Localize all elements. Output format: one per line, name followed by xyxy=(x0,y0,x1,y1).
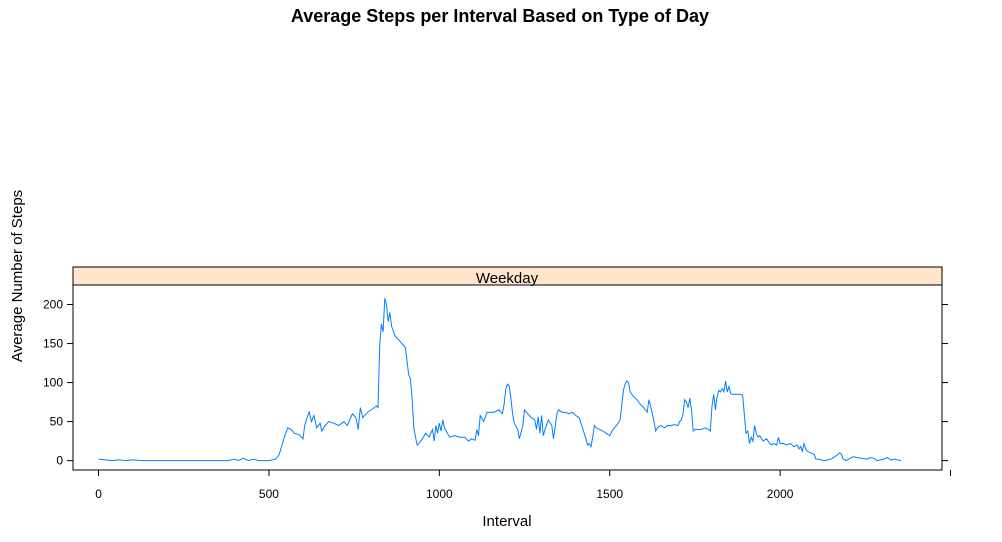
axis-ticks: 0 500 1000 1500 2000 0 50 100 150 200 xyxy=(43,298,952,501)
x-tick-label: 500 xyxy=(259,487,279,501)
x-tick-label: 0 xyxy=(95,487,102,501)
chart-title: Average Steps per Interval Based on Type… xyxy=(291,6,709,26)
y-axis-label: Average Number of Steps xyxy=(9,190,26,362)
x-tick-label: 2000 xyxy=(767,487,794,501)
y-tick-label: 150 xyxy=(43,337,63,351)
weekday-steps-line xyxy=(98,298,902,462)
x-tick-label: 1000 xyxy=(426,487,453,501)
y-tick-label: 200 xyxy=(43,298,63,312)
y-tick-label: 0 xyxy=(56,454,63,468)
x-tick-label: 1500 xyxy=(596,487,623,501)
y-tick-label: 100 xyxy=(43,376,63,390)
panel-strip-label: Weekday xyxy=(476,270,539,287)
x-axis-label: Interval xyxy=(482,513,531,530)
y-tick-label: 50 xyxy=(50,415,64,429)
plot-panel xyxy=(72,284,943,471)
y-axis-label-group: Average Number of Steps xyxy=(9,190,26,362)
